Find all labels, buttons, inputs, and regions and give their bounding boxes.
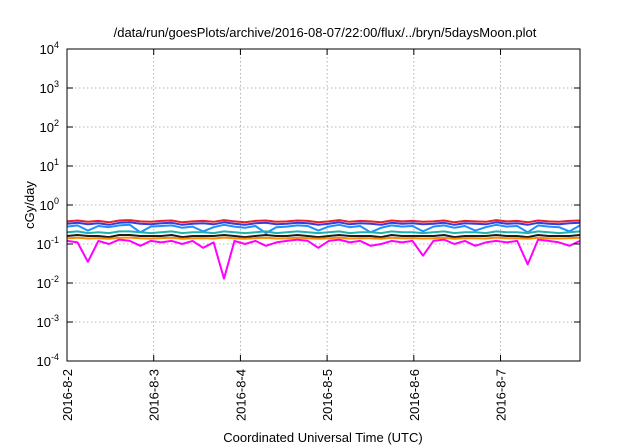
series-line-4 [66, 230, 581, 235]
y-tick-label: 10-2 [37, 274, 59, 291]
y-tick-label: 10-1 [37, 235, 59, 252]
series-layer [66, 219, 581, 280]
x-tick-label: 2016-8-4 [233, 369, 248, 421]
y-tick-label: 101 [40, 157, 59, 174]
y-tick-label: 102 [40, 118, 59, 135]
series-line-6 [66, 236, 581, 240]
ticks: 10-4 10-3 10-2 10-1 100 101 102 103 104 2016-8-2 2… [37, 40, 580, 421]
y-tick-label: 104 [40, 40, 59, 57]
x-axis-label: Coordinated Universal Time (UTC) [223, 430, 422, 445]
x-tick-label: 2016-8-5 [320, 369, 335, 421]
y-tick-label: 10-4 [37, 352, 59, 369]
series-line-5 [66, 234, 581, 239]
y-tick-label: 103 [40, 79, 59, 96]
y-axis-label: cGy/day [22, 181, 37, 229]
grid [67, 49, 580, 361]
x-tick-label: 2016-8-6 [407, 369, 422, 421]
series-line-7 [66, 238, 581, 280]
y-tick-label: 100 [40, 196, 59, 213]
series-line-1 [66, 219, 581, 224]
series-line-3 [66, 223, 581, 235]
x-tick-label: 2016-8-2 [60, 369, 75, 421]
x-tick-label: 2016-8-7 [494, 369, 509, 421]
series-line-2 [66, 221, 581, 226]
chart-title: /data/run/goesPlots/archive/2016-08-07/2… [114, 25, 537, 40]
y-tick-label: 10-3 [37, 313, 59, 330]
x-tick-label: 2016-8-3 [147, 369, 162, 421]
